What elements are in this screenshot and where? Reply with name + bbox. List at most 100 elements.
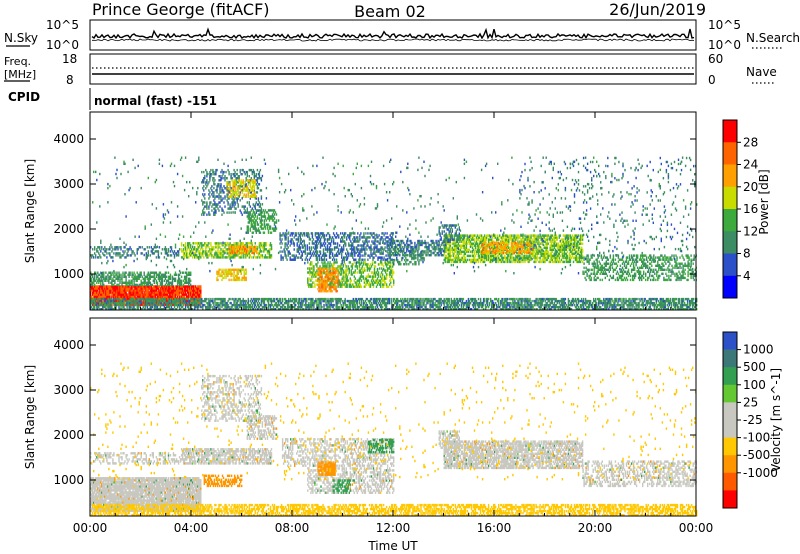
heatmap-cell [464,242,467,245]
heatmap-cell [455,242,458,245]
heatmap-cell [455,246,458,250]
heatmap-cell [399,245,401,249]
heatmap-cell [359,271,362,274]
heatmap-cell [266,256,269,259]
heatmap-cell [356,281,359,284]
heatmap-cell [315,263,317,266]
heatmap-cell [237,181,239,184]
heatmap-cell [385,240,387,243]
heatmap-cell [106,291,108,294]
heatmap-cell [442,254,444,257]
heatmap-cell [454,260,457,264]
heatmap-cell [288,252,290,255]
heatmap-cell [141,301,143,304]
heatmap-cell [142,289,144,292]
heatmap-cell [266,211,269,214]
heatmap-cell [221,213,223,216]
heatmap-cell [263,213,266,216]
heatmap-cell [259,246,262,249]
heatmap-cell [121,285,123,288]
heatmap-cell [203,189,205,192]
heatmap-cell [122,271,124,274]
heatmap-cell [377,258,379,261]
heatmap-cell [399,249,401,253]
heatmap-cell [153,297,156,300]
heatmap-cell [256,187,259,190]
heatmap-cell [460,246,463,250]
heatmap-cell [226,211,228,214]
heatmap-cell [389,279,391,282]
heatmap-cell [250,223,253,226]
heatmap-cell [331,277,333,280]
heatmap-cell [324,246,327,249]
heatmap-cell [128,275,130,279]
heatmap-cell [483,234,486,237]
heatmap-cell [146,277,149,281]
heatmap-cell [377,250,379,253]
heatmap-cell [259,242,262,245]
heatmap-cell [262,215,265,218]
heatmap-cell [137,273,139,277]
heatmap-cell [187,299,189,302]
heatmap-cell [182,271,185,274]
heatmap-cell [464,258,467,262]
heatmap-cell [121,279,123,283]
heatmap-cell [226,250,228,253]
heatmap-cell [434,254,436,257]
heatmap-cell [428,247,430,251]
heatmap-cell [451,234,454,237]
heatmap-cell [229,181,231,184]
heatmap-cell [131,303,133,306]
heatmap-cell [237,242,239,245]
heatmap-cell [206,179,208,182]
heatmap-cell [387,236,389,239]
heatmap-cell [421,243,423,247]
heatmap-cell [326,290,328,293]
heatmap-cell [234,207,236,210]
heatmap-cell [230,248,232,251]
heatmap-cell [344,258,346,261]
heatmap-cell [327,242,330,245]
heatmap-cell [232,199,234,202]
heatmap-cell [217,248,219,251]
heatmap-cell [135,285,137,288]
heatmap-cell [148,279,151,283]
heatmap-cell [459,258,462,262]
heatmap-cell [321,285,323,289]
heatmap-cell [167,287,170,290]
heatmap-cell [322,283,324,287]
heatmap-cell [486,254,489,258]
heatmap-cell [264,244,267,247]
heatmap-cell [347,265,349,268]
heatmap-cell [184,279,187,283]
heatmap-cell [319,283,321,287]
heatmap-cell [455,256,458,260]
heatmap-cell [312,246,315,249]
heatmap-cell [143,281,145,285]
heatmap-cell [104,299,106,302]
heatmap-cell [165,271,168,274]
heatmap-cell [234,203,236,206]
heatmap-cell [318,250,321,253]
heatmap-cell [217,183,219,186]
heatmap-cell [280,258,282,261]
heatmap-cell [105,275,107,279]
heatmap-cell [231,249,234,253]
heatmap-cell [239,193,241,196]
heatmap-cell [356,236,358,239]
heatmap-cell [102,279,104,283]
heatmap-cell [438,241,440,245]
heatmap-cell [199,287,201,290]
heatmap-cell [318,283,320,287]
heatmap-cell [198,295,200,298]
heatmap-cell [150,295,153,298]
heatmap-cell [214,211,216,214]
heatmap-cell [140,293,142,296]
heatmap-cell [413,249,415,253]
heatmap-cell [245,185,247,188]
heatmap-cell [143,277,145,281]
heatmap-cell [117,287,119,290]
heatmap-cell [466,236,469,239]
heatmap-cell [390,238,392,241]
heatmap-cell [384,258,386,261]
